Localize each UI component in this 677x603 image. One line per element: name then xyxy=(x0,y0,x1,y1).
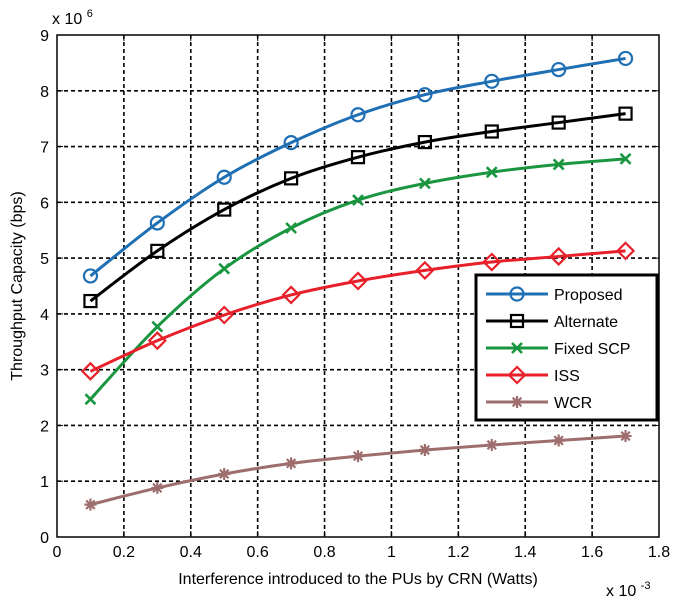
data-point xyxy=(285,457,298,470)
data-point xyxy=(619,152,632,165)
data-point xyxy=(84,393,97,406)
data-point xyxy=(218,467,231,480)
legend-label: Alternate xyxy=(554,314,618,331)
y-tick-label: 6 xyxy=(40,195,49,212)
y-tick-label: 5 xyxy=(40,251,49,268)
data-point xyxy=(617,50,634,67)
data-point xyxy=(482,252,502,272)
series-proposed xyxy=(82,50,634,284)
data-point xyxy=(151,481,164,494)
series-line xyxy=(89,56,626,278)
x-tick-label: 1.4 xyxy=(514,544,536,561)
data-point xyxy=(352,194,364,207)
legend-entry: Fixed SCP xyxy=(486,341,630,358)
x-tick-label: 0.6 xyxy=(247,544,269,561)
legend-label: ISS xyxy=(554,368,580,385)
y-tick-label: 7 xyxy=(40,140,49,157)
data-point xyxy=(82,268,99,284)
data-point xyxy=(350,107,366,123)
legend-marker xyxy=(507,365,527,385)
data-point xyxy=(619,430,632,443)
legend-marker xyxy=(511,396,523,408)
x-tick-label: 1.6 xyxy=(581,544,603,561)
data-point xyxy=(418,177,431,190)
data-point xyxy=(216,169,232,185)
data-point xyxy=(417,134,432,150)
y-tick-label: 3 xyxy=(40,363,49,380)
plot-frame xyxy=(56,34,660,538)
data-point xyxy=(485,166,498,179)
data-point xyxy=(552,434,565,447)
data-point xyxy=(484,124,499,139)
legend-entry: ISS xyxy=(486,365,580,385)
x-tick-label: 1 xyxy=(387,544,396,561)
y-tick-label: 0 xyxy=(40,530,49,547)
grid xyxy=(57,35,659,537)
x-tick-label: 0 xyxy=(53,544,62,561)
data-point xyxy=(549,246,569,266)
x-axis-multiplier: x 10 -3 xyxy=(606,580,650,600)
legend-label: Proposed xyxy=(554,287,623,304)
data-point xyxy=(149,215,165,231)
data-point xyxy=(484,73,500,89)
data-point xyxy=(84,498,97,511)
legend-marker xyxy=(509,313,525,329)
y-tick-label: 2 xyxy=(40,418,49,435)
x-axis-label: Interference introduced to the PUs by CR… xyxy=(178,571,538,588)
series-wcr xyxy=(84,430,632,511)
y-axis-multiplier: x 10 6 xyxy=(52,8,93,28)
legend-entry: Proposed xyxy=(486,286,623,304)
data-point xyxy=(218,262,231,275)
data-point xyxy=(350,150,366,165)
data-point xyxy=(551,61,567,78)
data-point xyxy=(352,450,364,463)
data-point xyxy=(151,320,164,333)
x-tick-label: 1.8 xyxy=(648,544,670,561)
data-point xyxy=(147,331,167,351)
data-point xyxy=(551,115,566,130)
legend-marker xyxy=(509,286,525,302)
series-fixed-scp xyxy=(84,152,632,406)
data-point xyxy=(485,438,498,451)
data-point xyxy=(283,135,299,151)
series-layer xyxy=(80,50,636,511)
data-point xyxy=(418,443,431,456)
data-point xyxy=(150,243,165,258)
axis-ticks: 0 0.2 0.4 0.6 0.8 1 1.2 1.4 1.6 1.8 0 1 2 3 4 5 6 7 8 9 xyxy=(40,28,670,561)
data-point xyxy=(83,293,98,309)
data-point xyxy=(80,361,101,381)
data-point xyxy=(618,106,633,121)
data-point xyxy=(415,260,435,280)
data-point xyxy=(214,305,234,325)
data-point xyxy=(217,202,232,217)
x-tick-label: 0.4 xyxy=(180,544,202,561)
data-point xyxy=(417,87,433,103)
data-point xyxy=(285,222,298,234)
legend: Proposed Alternate Fixed SCP ISS WCR xyxy=(474,273,659,422)
x-tick-label: 0.2 xyxy=(113,544,135,561)
y-tick-label: 9 xyxy=(40,28,49,45)
data-point xyxy=(348,271,368,291)
series-iss xyxy=(80,241,636,381)
legend-label: Fixed SCP xyxy=(554,341,630,358)
x-tick-label: 0.8 xyxy=(313,544,335,561)
series-line xyxy=(89,249,626,373)
data-point xyxy=(615,241,636,261)
series-line xyxy=(89,112,626,303)
data-point xyxy=(281,285,301,305)
y-tick-label: 1 xyxy=(40,474,49,491)
series-alternate xyxy=(83,106,633,309)
x-tick-label: 1.2 xyxy=(447,544,469,561)
y-tick-label: 8 xyxy=(40,84,49,101)
data-point xyxy=(284,171,299,186)
data-point xyxy=(552,158,565,171)
legend-label: WCR xyxy=(554,395,592,412)
legend-entry: Alternate xyxy=(486,313,618,331)
y-tick-label: 4 xyxy=(40,307,49,324)
legend-entry: WCR xyxy=(486,395,592,412)
legend-marker xyxy=(511,342,523,354)
y-axis-label: Throughput Capacity (bps) xyxy=(9,191,26,380)
